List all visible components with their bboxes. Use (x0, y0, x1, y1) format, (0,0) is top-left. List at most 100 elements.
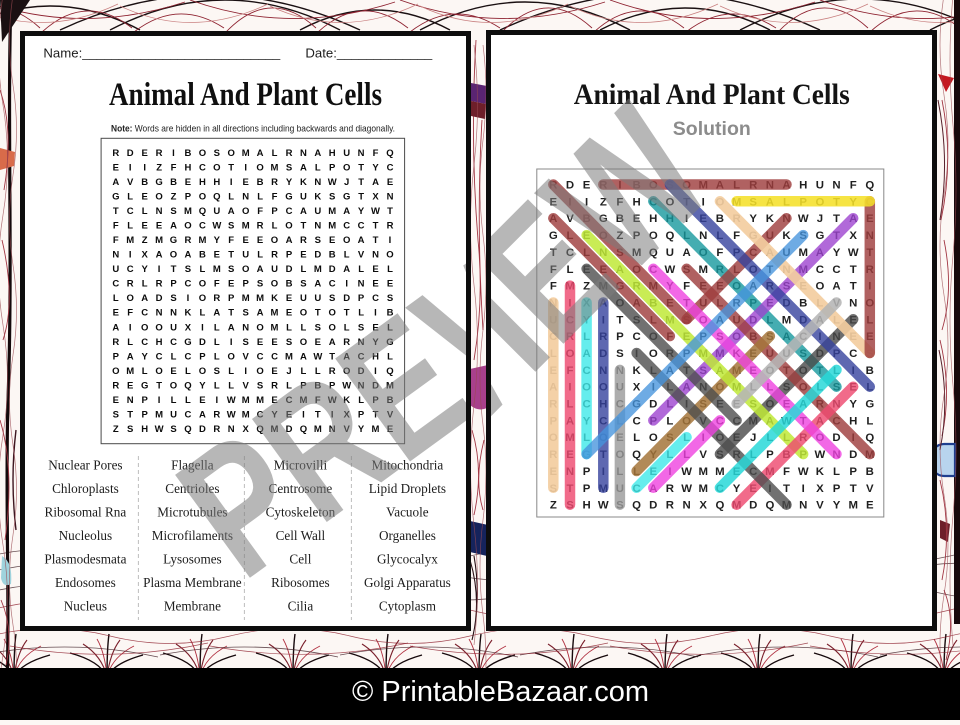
svg-text:B: B (386, 395, 393, 406)
svg-text:A: A (343, 351, 350, 362)
svg-text:P: P (112, 351, 119, 362)
svg-text:L: L (286, 322, 292, 333)
svg-text:O: O (155, 191, 162, 202)
svg-text:W: W (371, 206, 380, 217)
svg-text:O: O (213, 162, 220, 173)
svg-text:A: A (314, 148, 321, 159)
svg-text:D: D (649, 399, 657, 411)
svg-text:A: A (170, 221, 177, 232)
svg-text:H: H (372, 351, 379, 362)
svg-text:T: T (228, 250, 234, 261)
svg-text:M: M (155, 410, 163, 421)
svg-text:K: K (271, 293, 278, 304)
svg-text:Z: Z (617, 230, 624, 242)
svg-text:V: V (242, 380, 249, 391)
svg-text:F: F (372, 148, 378, 159)
svg-text:Ribosomes: Ribosomes (271, 575, 330, 590)
svg-text:A: A (683, 247, 691, 259)
svg-text:B: B (141, 177, 148, 188)
svg-text:M: M (270, 322, 278, 333)
svg-text:W: W (313, 351, 322, 362)
svg-text:V: V (700, 449, 708, 461)
svg-text:V: V (566, 213, 574, 225)
svg-text:W: W (154, 424, 163, 435)
svg-text:R: R (328, 366, 335, 377)
svg-text:O: O (328, 322, 335, 333)
svg-text:I: I (374, 308, 377, 319)
svg-text:S: S (242, 337, 248, 348)
svg-text:Centrosome: Centrosome (268, 481, 332, 496)
svg-text:Note: Words are hidden in all: Note: Words are hidden in all directions… (111, 124, 395, 134)
svg-text:L: L (213, 351, 219, 362)
svg-text:L: L (300, 322, 306, 333)
svg-text:O: O (328, 308, 335, 319)
svg-text:P: P (184, 191, 191, 202)
svg-text:M: M (313, 424, 321, 435)
svg-text:C: C (141, 337, 148, 348)
svg-text:I: I (128, 162, 131, 173)
svg-text:A: A (141, 293, 148, 304)
svg-text:L: L (170, 351, 176, 362)
svg-text:T: T (300, 221, 306, 232)
svg-text:B: B (170, 177, 177, 188)
svg-text:Mitochondria: Mitochondria (371, 458, 443, 473)
svg-text:E: E (271, 395, 277, 406)
svg-text:Q: Q (386, 148, 393, 159)
svg-text:O: O (343, 162, 350, 173)
svg-text:R: R (155, 279, 162, 290)
svg-text:L: L (271, 148, 277, 159)
svg-text:V: V (242, 351, 249, 362)
svg-text:Q: Q (256, 424, 263, 435)
svg-text:T: T (358, 191, 364, 202)
svg-text:D: D (155, 293, 162, 304)
svg-text:C: C (184, 351, 191, 362)
svg-text:T: T (850, 483, 857, 495)
svg-text:Glycocalyx: Glycocalyx (377, 552, 438, 567)
svg-text:L: L (343, 322, 349, 333)
svg-text:S: S (127, 424, 133, 435)
svg-text:V: V (127, 177, 134, 188)
svg-text:F: F (257, 206, 263, 217)
svg-text:D: D (749, 500, 757, 512)
svg-text:F: F (213, 279, 219, 290)
svg-text:A: A (256, 308, 263, 319)
svg-text:U: U (343, 148, 350, 159)
svg-text:P: P (583, 466, 591, 478)
svg-text:E: E (550, 196, 558, 208)
svg-text:O: O (343, 235, 350, 246)
svg-text:Z: Z (600, 196, 607, 208)
svg-text:G: G (816, 230, 825, 242)
svg-text:M: M (328, 221, 336, 232)
svg-text:Vacuole: Vacuole (386, 505, 429, 520)
svg-text:Y: Y (358, 206, 365, 217)
svg-text:L: L (141, 366, 147, 377)
svg-text:L: L (228, 191, 234, 202)
svg-text:O: O (270, 235, 277, 246)
svg-text:O: O (169, 250, 176, 261)
svg-text:B: B (328, 250, 335, 261)
svg-text:O: O (285, 221, 292, 232)
svg-text:P: P (616, 331, 624, 343)
svg-text:U: U (300, 191, 307, 202)
svg-text:M: M (241, 395, 249, 406)
svg-text:Endosomes: Endosomes (55, 575, 116, 590)
svg-text:X: X (372, 191, 379, 202)
svg-text:I: I (585, 196, 588, 208)
svg-text:E: E (242, 235, 248, 246)
svg-text:R: R (271, 380, 278, 391)
svg-text:M: M (241, 221, 249, 232)
svg-text:H: H (141, 424, 148, 435)
svg-text:X: X (700, 500, 708, 512)
svg-text:F: F (127, 308, 133, 319)
svg-text:A: A (300, 206, 307, 217)
svg-text:L: L (300, 366, 306, 377)
svg-text:E: E (199, 395, 205, 406)
svg-text:A: A (126, 351, 133, 362)
svg-text:L: L (257, 250, 263, 261)
svg-text:E: E (213, 250, 219, 261)
svg-text:G: G (866, 399, 875, 411)
svg-text:G: G (141, 380, 148, 391)
svg-text:Name:_________________________: Name:___________________________ (43, 46, 281, 61)
svg-text:H: H (328, 148, 335, 159)
svg-text:D: D (199, 424, 206, 435)
